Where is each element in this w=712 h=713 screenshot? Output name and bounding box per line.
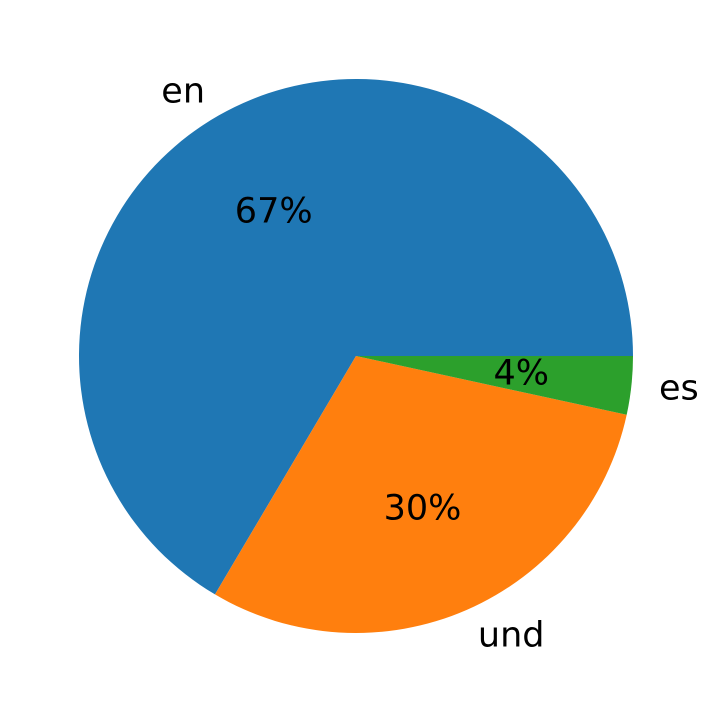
category-label-und: und (478, 615, 545, 655)
pie-slice-es (356, 356, 633, 415)
pie-labels: 67% en 30% und 4% es (161, 71, 699, 655)
pie-slice-en (78, 79, 634, 595)
pct-label-und: 30% (384, 488, 462, 528)
category-label-es: es (659, 369, 699, 409)
category-label-en: en (161, 71, 205, 111)
pct-label-es: 4% (494, 354, 550, 394)
pie-slice-und (215, 356, 627, 634)
pct-label-en: 67% (235, 192, 313, 232)
pie-slices (78, 79, 634, 634)
